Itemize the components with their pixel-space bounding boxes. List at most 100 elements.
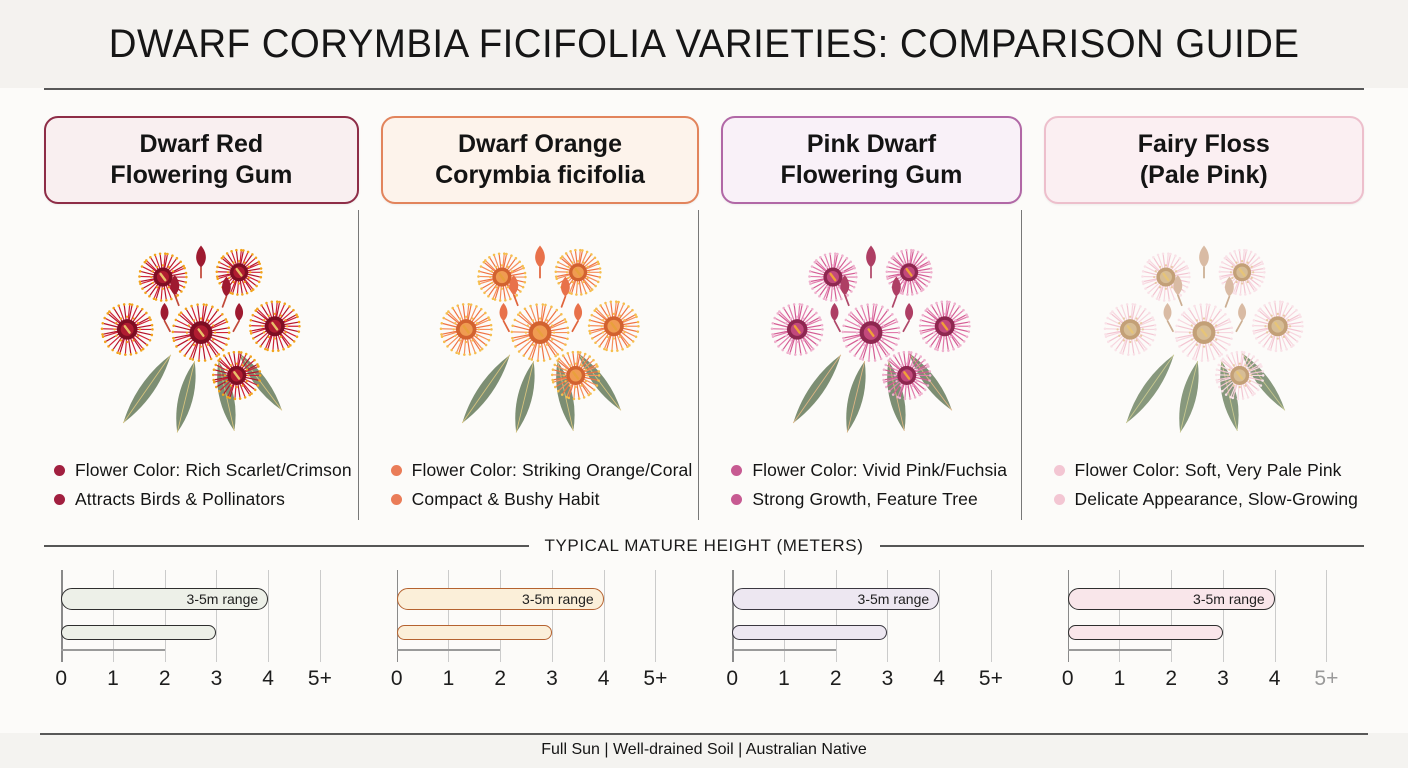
footer-divider (40, 733, 1368, 735)
secondary-bar (61, 625, 217, 640)
chart-gridline (396, 570, 399, 662)
axis-tick-label: 1 (778, 667, 790, 690)
variety-name-line2: Corymbia ficifolia (435, 161, 645, 189)
range-bar-label: 3-5m range (857, 591, 930, 607)
chart-gridline (216, 570, 218, 662)
axis-tick-label: 0 (726, 667, 739, 690)
bullet-dot-icon (1053, 465, 1065, 476)
baseline-extent (732, 649, 836, 651)
bullet-label: Delicate Appearance, Slow-Growing (1074, 489, 1358, 509)
axis-tick-label: 3 (210, 667, 223, 690)
axis-tick-label: 0 (55, 667, 68, 690)
range-bar: 3-5m range (396, 588, 604, 610)
height-chart-orange: 0 1 2 3 4 5+ 3-5m range (380, 568, 694, 703)
axis-tick-label: 3 (546, 667, 558, 690)
variety-name-line1: Dwarf Red (139, 130, 264, 158)
height-chart-fairy-floss: 0 1 2 3 4 5+ 3-5m range (1051, 568, 1365, 703)
axis-tick-label: 2 (494, 667, 507, 690)
axis-tick-label: 4 (933, 667, 945, 690)
chart-gridline (164, 570, 166, 662)
page-title: DWARF CORYMBIA FICIFOLIA VARIETIES: COMP… (108, 21, 1300, 66)
height-chart-pink: 0 1 2 3 4 5+ 3-5m range (715, 568, 1029, 703)
axis-tick-label: 1 (107, 667, 119, 690)
chart-gridline (603, 570, 605, 662)
bullet-item: Flower Color: Rich Scarlet/Crimson (54, 460, 352, 481)
secondary-bar (1067, 625, 1223, 640)
bullet-item: Flower Color: Vivid Pink/Fuchsia (731, 460, 1014, 481)
header-divider (44, 88, 1364, 90)
chart-gridline (1326, 570, 1328, 662)
footer: Full Sun | Well-drained Soil | Australia… (0, 733, 1408, 768)
variety-card: Dwarf Red Flowering Gum (44, 116, 359, 204)
bullet-item: Strong Growth, Feature Tree (731, 489, 1014, 510)
bullet-label: Attracts Birds & Pollinators (75, 489, 285, 509)
bullet-item: Compact & Bushy Habit (390, 489, 693, 510)
bullet-label: Compact & Bushy Habit (411, 489, 600, 509)
bullet-label: Strong Growth, Feature Tree (752, 489, 978, 509)
axis-tick-label: 5+ (1314, 667, 1339, 690)
bullet-list: Flower Color: Striking Orange/Coral Comp… (381, 460, 699, 510)
range-bar-label: 3-5m range (186, 591, 259, 607)
variety-column-pink: Pink Dwarf Flowering Gum Flower Color: V… (721, 116, 1022, 520)
chart-gridline (990, 570, 992, 662)
chart-gridline (1067, 570, 1070, 662)
variety-column-fairy-floss: Fairy Floss (Pale Pink) Flower Color: So… (1043, 116, 1364, 520)
axis-tick-label: 5+ (643, 667, 668, 690)
corymbia-flower-cluster-image (439, 245, 640, 433)
footer-text: Full Sun | Well-drained Soil | Australia… (541, 741, 867, 758)
bullet-item: Attracts Birds & Pollinators (54, 489, 352, 510)
flower-illustration (381, 210, 699, 452)
chart-gridline (448, 570, 450, 662)
chart-gridline (939, 570, 941, 662)
bullet-list: Flower Color: Rich Scarlet/Crimson Attra… (44, 460, 358, 510)
flower-illustration (721, 210, 1020, 452)
axis-tick-label: 0 (390, 667, 403, 690)
corymbia-flower-cluster-image (1103, 245, 1304, 433)
axis-tick-label: 1 (442, 667, 455, 690)
bullet-dot-icon (54, 465, 65, 476)
bullet-label: Flower Color: Striking Orange/Coral (411, 460, 693, 480)
divider-line (879, 545, 1364, 547)
chart-gridline (268, 570, 270, 662)
chart-gridline (1171, 570, 1173, 662)
varieties-grid: Dwarf Red Flowering Gum Flower Color: Ri… (0, 116, 1408, 520)
height-section-title: TYPICAL MATURE HEIGHT (METERS) (544, 536, 864, 555)
range-bar-label: 3-5m range (522, 591, 594, 607)
axis-tick-label: 5+ (307, 667, 332, 690)
bullet-item: Flower Color: Striking Orange/Coral (390, 460, 693, 481)
variety-name-line1: Pink Dwarf (806, 130, 937, 158)
height-chart-red: 0 1 2 3 4 5+ 3-5m range (44, 568, 358, 703)
bullet-dot-icon (390, 494, 402, 505)
variety-name-line2: Flowering Gum (110, 161, 293, 189)
axis-tick-label: 0 (1061, 667, 1074, 690)
variety-name-line1: Dwarf Orange (458, 130, 622, 158)
bullet-dot-icon (54, 494, 65, 505)
corymbia-flower-cluster-image (100, 245, 301, 433)
height-section-divider: TYPICAL MATURE HEIGHT (METERS) (44, 536, 1364, 556)
axis-tick-label: 2 (829, 667, 842, 690)
chart-gridline (835, 570, 837, 662)
bullet-dot-icon (390, 465, 402, 476)
axis-tick-label: 3 (1217, 667, 1229, 690)
bullet-list: Flower Color: Soft, Very Pale Pink Delic… (1044, 460, 1364, 510)
variety-body: Flower Color: Rich Scarlet/Crimson Attra… (44, 210, 359, 520)
secondary-bar (732, 625, 888, 640)
variety-card: Pink Dwarf Flowering Gum (721, 116, 1022, 204)
baseline-extent (1067, 649, 1172, 651)
chart-gridline (551, 570, 553, 662)
chart-gridline (112, 570, 114, 662)
bullet-dot-icon (731, 465, 743, 476)
bullet-list: Flower Color: Vivid Pink/Fuchsia Strong … (721, 460, 1020, 510)
axis-tick-label: 2 (1165, 667, 1178, 690)
axis-tick-label: 5+ (978, 667, 1003, 690)
corymbia-flower-cluster-image (770, 245, 971, 433)
chart-gridline (783, 570, 785, 662)
bullet-dot-icon (1053, 494, 1065, 505)
chart-gridline (1274, 570, 1276, 662)
header: DWARF CORYMBIA FICIFOLIA VARIETIES: COMP… (0, 0, 1408, 88)
variety-name-line2: Flowering Gum (780, 161, 963, 189)
variety-card: Dwarf Orange Corymbia ficifolia (380, 116, 700, 204)
chart-gridline (732, 570, 734, 662)
chart-gridline (1119, 570, 1121, 662)
variety-body: Flower Color: Soft, Very Pale Pink Delic… (1044, 210, 1364, 520)
